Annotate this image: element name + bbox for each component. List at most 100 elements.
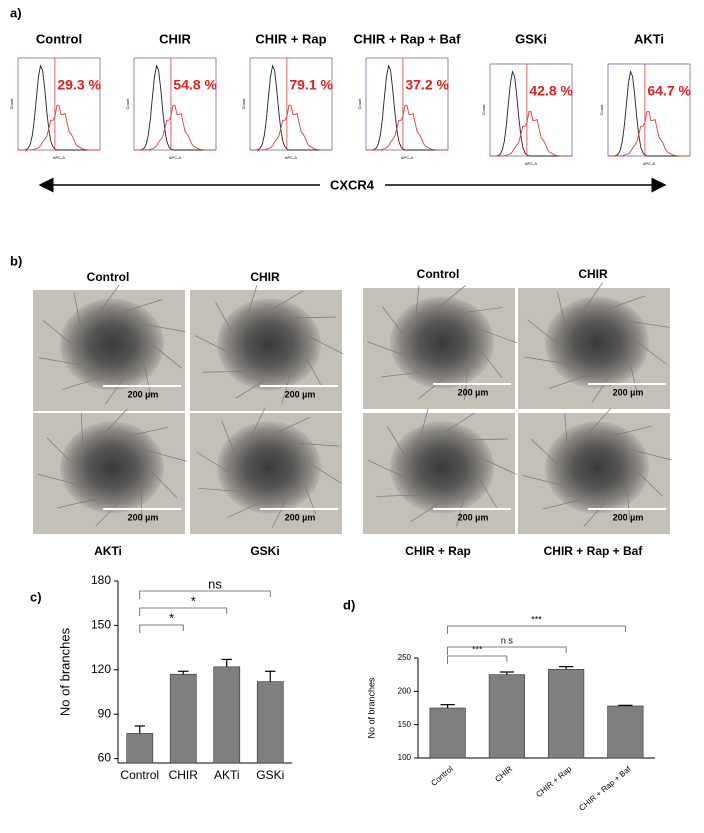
y-tick-label: 150 — [398, 720, 412, 729]
significance-bracket — [447, 646, 567, 655]
significance-bracket — [139, 624, 184, 633]
scale-label: 200 µm — [613, 387, 644, 397]
percent: 29.3 % — [57, 77, 101, 93]
histogram-frame — [365, 57, 449, 151]
micrograph-vessel — [46, 437, 73, 464]
micrograph-vessel — [480, 457, 517, 475]
micrograph-vessel — [522, 475, 563, 486]
image-title: CHIR + Rap + Baf — [544, 544, 644, 558]
scale-label: 200 µm — [613, 512, 644, 522]
significance-label: * — [169, 610, 174, 625]
micrograph-vessel — [227, 501, 262, 518]
micrograph-spheroid — [545, 296, 650, 389]
micrograph-vessel — [608, 295, 645, 310]
image-title: Control — [87, 270, 130, 284]
micrograph-vessel — [271, 290, 304, 310]
panel-label: d) — [343, 597, 355, 612]
histogram-title: AKTi — [634, 31, 664, 46]
histogram-sample — [134, 105, 216, 151]
histogram-frame — [489, 63, 573, 157]
micrograph-vessel — [527, 319, 558, 344]
micrograph-vessel — [478, 328, 518, 344]
significance-label: ns — [208, 576, 222, 591]
percent: 37.2 % — [405, 77, 449, 93]
micrograph-vessel — [479, 479, 498, 509]
y-tick-label: 180 — [91, 573, 111, 587]
micrograph-vessel — [417, 377, 446, 400]
micrograph-vessel — [591, 375, 611, 403]
micrograph-vessel — [381, 306, 404, 335]
x-tick-label: CHIR — [169, 768, 199, 782]
hist-x-label: APC-A — [285, 155, 298, 160]
hist-y-label: Count — [125, 98, 130, 110]
micrograph-vessel — [73, 292, 81, 324]
significance-bracket — [139, 590, 271, 599]
hist-y-label: Count — [241, 98, 246, 110]
hist-x-label: APC-A — [525, 161, 538, 166]
x-tick-label: AKTi — [214, 768, 240, 782]
histogram-frame — [607, 63, 691, 157]
scale-label: 200 µm — [128, 512, 159, 522]
micrograph-vessel — [467, 438, 508, 441]
micrograph-vessel — [636, 341, 667, 365]
y-tick-label: 120 — [91, 662, 111, 676]
micrograph-vessel — [56, 498, 96, 509]
micrograph-spheroid — [60, 421, 165, 514]
micrograph-vessel — [42, 320, 73, 345]
micrograph-vessel — [628, 320, 670, 328]
micrograph-vessel — [626, 490, 631, 522]
micrograph-vessel — [247, 285, 258, 315]
micrograph-vessel — [613, 425, 652, 436]
y-tick-label: 100 — [398, 753, 412, 762]
bar — [548, 669, 585, 759]
hist-y-label: Count — [599, 104, 604, 116]
micrograph-vessel — [456, 496, 465, 527]
significance-bracket — [447, 655, 508, 664]
panel-label: a) — [10, 5, 22, 20]
micrograph-vessel — [297, 442, 340, 447]
significance-bracket — [447, 625, 626, 634]
micrograph-vessel — [124, 299, 163, 312]
histogram-frame — [133, 57, 217, 151]
histogram-sample — [18, 105, 100, 151]
histogram-frame — [17, 57, 101, 151]
x-tick-label: Control — [429, 764, 455, 788]
bar — [126, 733, 154, 764]
micrograph-vessel — [99, 284, 120, 312]
histogram-title: GSKi — [515, 31, 547, 46]
scale-label: 200 µm — [285, 389, 316, 399]
micrograph-vessel — [438, 285, 466, 308]
histogram-sample — [250, 105, 332, 151]
micrograph-vessel — [588, 408, 612, 434]
hist-x-label: APC-A — [401, 155, 414, 160]
micrograph-vessel — [415, 285, 420, 316]
micrograph-vessel — [144, 323, 186, 333]
micrograph-vessel — [410, 502, 441, 523]
axis-label: CXCR4 — [330, 177, 375, 192]
percent: 79.1 % — [289, 77, 333, 93]
micrograph-vessel — [530, 438, 558, 465]
micrograph-vessel — [128, 426, 168, 437]
y-tick-label: 250 — [398, 653, 412, 662]
micrograph-vessel — [305, 357, 323, 388]
image-title: CHIR — [578, 267, 608, 281]
micrograph-vessel — [443, 412, 475, 433]
micrograph-vessel — [542, 499, 582, 510]
micrograph-vessel — [272, 498, 287, 528]
micrograph-vessel — [151, 344, 182, 369]
percent: 54.8 % — [173, 77, 217, 93]
micrograph-vessel — [367, 459, 404, 478]
micrograph-vessel — [294, 316, 336, 318]
micrograph-vessel — [196, 451, 230, 473]
micrograph-spheroid — [390, 296, 495, 389]
histogram-title: Control — [36, 31, 82, 46]
micrograph-vessel — [564, 413, 568, 445]
micrograph-vessel — [151, 471, 178, 498]
image-title: Control — [417, 267, 460, 281]
micrograph-vessel — [583, 501, 607, 527]
micrograph-vessel — [251, 407, 266, 437]
micrograph-vessel — [146, 450, 187, 462]
micrograph-vessel — [281, 373, 291, 404]
bar — [429, 707, 466, 759]
